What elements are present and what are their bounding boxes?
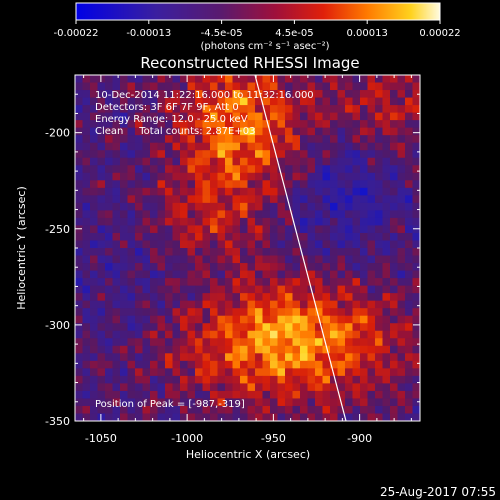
colorbar-tick-label: 0.00022: [419, 28, 460, 39]
colorbar-unit-label: (photons cm⁻² s⁻¹ asec⁻²): [200, 41, 329, 52]
image-title: Reconstructed RHESSI Image: [140, 54, 359, 72]
rhessi-image: [75, 74, 421, 422]
colorbar: [75, 2, 441, 21]
info-line-time: 10-Dec-2014 11:22:16.000 to 11:32:16.000: [95, 90, 314, 101]
peak-position-text: Position of Peak = [-987,-319]: [95, 399, 245, 410]
y-tick-label: -250: [45, 223, 70, 236]
observation-info: 10-Dec-2014 11:22:16.000 to 11:32:16.000…: [95, 90, 314, 137]
info-line-counts: Clean Total counts: 2.87E+03: [95, 126, 255, 137]
axis-ticks: [75, 74, 420, 422]
info-line-energy: Energy Range: 12.0 - 25.0 keV: [95, 114, 248, 125]
x-tick-label: -900: [347, 432, 372, 445]
solar-limb-line: [254, 74, 347, 422]
x-tick-label: -1000: [171, 432, 203, 445]
colorbar-tick-label: -0.00013: [126, 28, 171, 39]
y-axis-label: Heliocentric Y (arcsec): [15, 186, 28, 310]
colorbar-tick-label: 0.00013: [347, 28, 388, 39]
y-tick-label: -350: [45, 415, 70, 428]
colorbar-ticks: [75, 20, 441, 24]
x-axis-label: Heliocentric X (arcsec): [186, 448, 310, 461]
y-tick-label: -300: [45, 319, 70, 332]
colorbar-tick-label: -0.00022: [54, 28, 99, 39]
info-line-detectors: Detectors: 3F 6F 7F 9F, Att 0: [95, 102, 239, 113]
colorbar-tick-label: 4.5e-05: [275, 28, 313, 39]
colorbar-tick-labels: -0.00022 -0.00013 -4.5e-05 4.5e-05 0.00013 0.…: [54, 28, 461, 39]
y-tick-labels: -200 -250 -300 -350: [45, 127, 70, 428]
colorbar-tick-label: -4.5e-05: [201, 28, 243, 39]
y-tick-label: -200: [45, 127, 70, 140]
x-tick-labels: -1050 -1000 -950 -900: [85, 432, 372, 445]
footer-timestamp: 25-Aug-2017 07:55: [380, 485, 496, 499]
x-tick-label: -1050: [85, 432, 117, 445]
x-tick-label: -950: [261, 432, 286, 445]
